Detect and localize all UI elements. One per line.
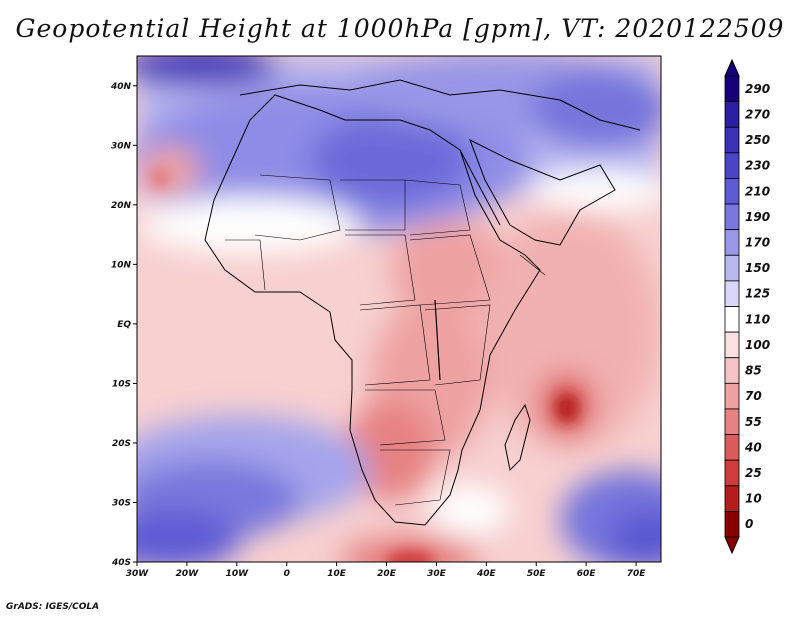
lat-tick-label: 40N (110, 82, 132, 92)
lon-tick-label: 30W (126, 569, 150, 579)
colorbar-swatch (724, 101, 740, 128)
lon-tick-label: 20E (377, 569, 397, 579)
country-borders (225, 174, 546, 506)
colorbar-swatch (724, 331, 740, 359)
colorbar-level-label: 55 (745, 415, 762, 429)
colorbar-level-label: 210 (745, 184, 770, 198)
colorbar-swatch (724, 280, 740, 307)
colorbar-swatch (724, 510, 740, 538)
colorbar-level-label: 270 (745, 107, 770, 121)
latitude-axis: 40N 30N 20N 10N EQ 10S 20S 30S 40S (110, 82, 137, 568)
height-field (137, 56, 661, 562)
colorbar-level-label: 10 (745, 492, 762, 506)
colorbar-swatch (724, 152, 740, 179)
colorbar-swatch (724, 254, 740, 282)
colorbar-bottom-arrow (724, 536, 740, 555)
colorbar-swatch (724, 434, 740, 461)
lat-tick-label: 40S (111, 558, 131, 568)
colorbar-level-label: 125 (745, 287, 770, 301)
colorbar-level-label: 150 (745, 261, 770, 275)
colorbar-swatch (724, 408, 740, 435)
colorbar-level-label: 230 (745, 159, 770, 173)
colorbar-level-label: 250 (745, 133, 770, 147)
grads-credit: GrADS: IGES/COLA (6, 602, 100, 612)
colorbar-level-label: 110 (745, 312, 770, 326)
colorbar-swatch (724, 203, 740, 231)
lat-tick-label: 30N (111, 141, 132, 151)
lat-tick-label: EQ (117, 320, 131, 330)
colorbar-level-label: 0 (745, 517, 753, 531)
colorbar-swatch (724, 357, 740, 384)
colorbar-level-label: 100 (745, 338, 770, 352)
colorbar-swatch (724, 459, 740, 487)
longitude-axis: 30W 20W 10W 0 10E 20E 30E 40E 50E 60E 70E (126, 562, 646, 579)
colorbar-level-label: 70 (745, 389, 762, 403)
lat-tick-label: 30S (112, 498, 131, 508)
coastlines (204, 79, 641, 526)
lon-tick-label: 50E (527, 569, 547, 579)
lon-tick-label: 10E (327, 569, 347, 579)
lon-tick-label: 20W (176, 569, 200, 579)
colorbar-level-label: 85 (745, 364, 762, 378)
lat-tick-label: 20N (111, 201, 132, 211)
lon-tick-label: 40E (476, 569, 497, 579)
colorbar-level-label: 290 (745, 82, 770, 96)
colorbar-level-label: 190 (745, 210, 770, 224)
lat-tick-label: 10S (112, 379, 131, 389)
colorbar-swatch (724, 178, 740, 205)
lon-tick-label: 30E (427, 569, 447, 579)
colorbar-swatch (724, 229, 740, 256)
colorbar-swatch (724, 306, 740, 333)
colorbar-swatch (724, 75, 740, 103)
map-title: Geopotential Height at 1000hPa [gpm], VT… (15, 14, 785, 43)
colorbar-swatch (724, 382, 740, 410)
colorbar-level-label: 25 (745, 466, 762, 480)
lon-tick-label: 60E (577, 569, 597, 579)
lon-tick-label: 10W (226, 569, 250, 579)
lon-tick-label: 0 (284, 569, 290, 579)
lat-tick-label: 10N (111, 260, 132, 270)
lon-tick-label: 70E (627, 569, 647, 579)
colorbar-level-label: 40 (744, 440, 762, 454)
colorbar-level-label: 170 (745, 235, 770, 249)
colorbar-swatch (724, 485, 740, 512)
lat-tick-label: 20S (112, 439, 131, 449)
map-frame (136, 55, 662, 563)
colorbar-swatch (724, 126, 740, 154)
colorbar-top-arrow (724, 58, 740, 77)
